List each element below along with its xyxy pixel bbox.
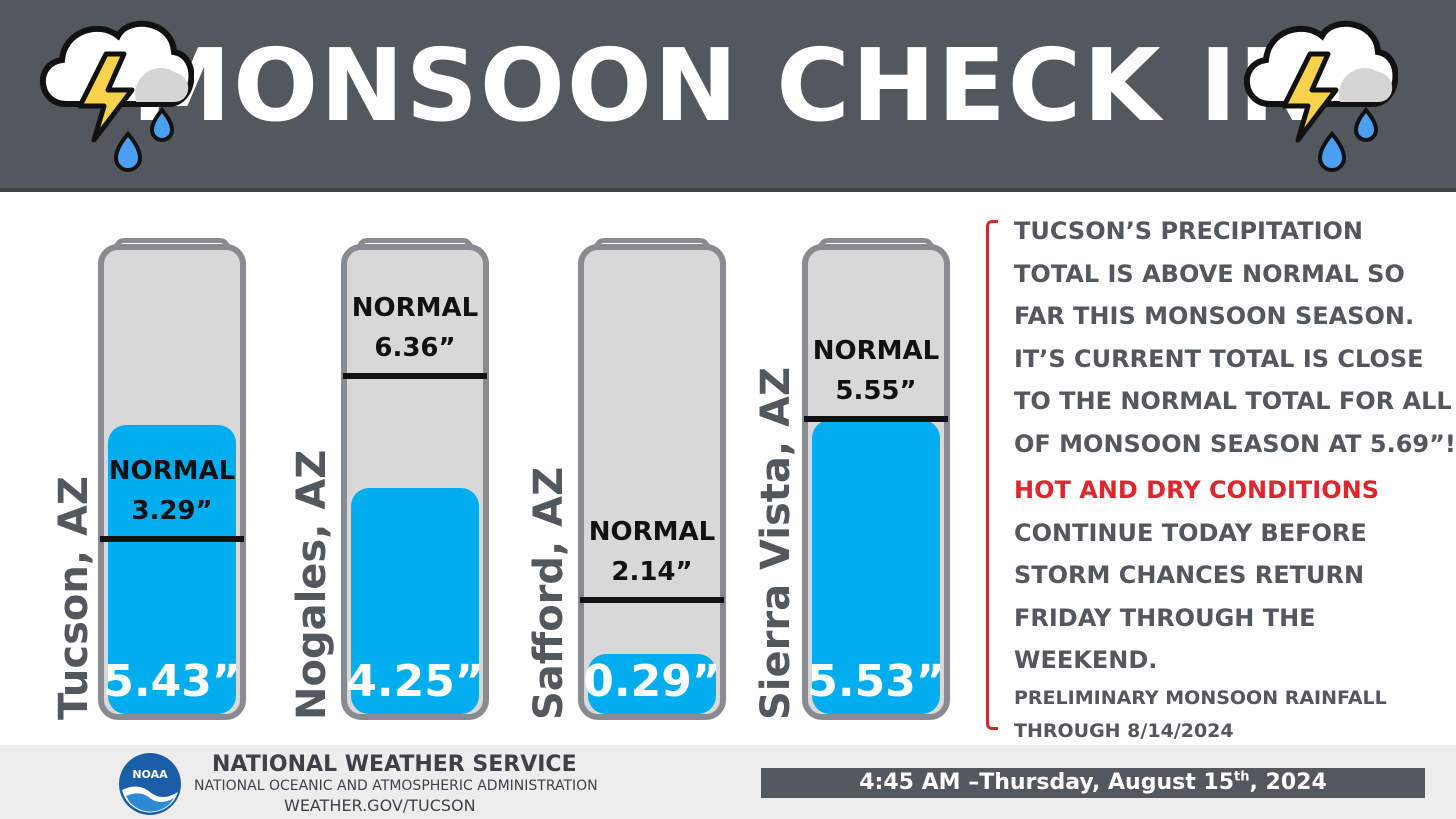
header-banner: [0, 0, 1456, 192]
noaa-agency: NATIONAL OCEANIC AND ATMOSPHERIC ADMINIS…: [194, 778, 598, 794]
preliminary-note: PRELIMINARY MONSOON RAINFALL: [1014, 686, 1387, 709]
station-label: Sierra Vista, AZ: [753, 367, 799, 720]
date-year: , 2024: [1249, 770, 1327, 795]
normal-line: [580, 597, 724, 604]
station-label: Tucson, AZ: [51, 476, 97, 720]
rainfall-bar: [588, 654, 716, 714]
station-label: Nogales, AZ: [289, 449, 335, 720]
page-title: MONSOON CHECK IN: [131, 27, 1325, 144]
rainfall-bar: [108, 425, 236, 714]
normal-value: 6.36”: [374, 332, 456, 363]
nws-url: WEATHER.GOV/TUCSON: [284, 796, 476, 815]
normal-value-label: NORMAL 2.14”: [568, 512, 736, 592]
side-line: WEEKEND.: [1014, 646, 1158, 674]
noaa-logo-text: NOAA: [132, 768, 168, 781]
side-text: TUCSON’S PRECIPITATION TOTAL IS ABOVE NO…: [1014, 210, 1456, 748]
rainfall-chart: 5.43” NORMAL 3.29” Tucson, AZ 4.25” NORMAL 6.3…: [0, 200, 980, 740]
station-label: Safford, AZ: [526, 466, 572, 720]
rainfall-value-label: 5.53”: [807, 656, 945, 707]
date-ordinal: th: [1234, 769, 1250, 785]
normal-value: 3.29”: [131, 495, 213, 526]
normal-line: [100, 535, 244, 542]
rainfall-bar: [351, 487, 479, 714]
side-line: FRIDAY THROUGH THE: [1014, 603, 1316, 632]
rainfall-bar: [812, 419, 940, 714]
noaa-logo: NOAA: [119, 753, 181, 815]
rainfall-value-label: 5.43”: [103, 656, 241, 707]
normal-value-label: NORMAL 5.55”: [792, 331, 960, 411]
hot-dry-headline: HOT AND DRY CONDITIONS: [1014, 476, 1380, 504]
rainfall-value-label: 4.25”: [346, 656, 484, 707]
side-line: IT’S CURRENT TOTAL IS CLOSE: [1014, 344, 1424, 373]
gauge-tube: [578, 244, 726, 720]
preliminary-note-date: THROUGH 8/14/2024: [1014, 719, 1234, 742]
side-line: FAR THIS MONSOON SEASON.: [1014, 302, 1415, 330]
normal-value: 5.55”: [835, 375, 917, 406]
date-prefix: 4:45 AM –Thursday, August 15: [859, 770, 1235, 795]
normal-value: 2.14”: [611, 557, 693, 588]
normal-label: NORMAL: [108, 455, 236, 486]
side-line: STORM CHANCES RETURN: [1014, 561, 1365, 589]
normal-value-label: NORMAL 3.29”: [88, 451, 256, 531]
normal-label: NORMAL: [351, 292, 479, 323]
date-bar: 4:45 AM –Thursday, August 15th, 2024: [761, 768, 1425, 798]
side-line: TUCSON’S PRECIPITATION: [1014, 217, 1363, 245]
side-text-bracket: [986, 220, 998, 730]
normal-line: [343, 372, 487, 379]
normal-value-label: NORMAL 6.36”: [331, 288, 499, 368]
side-line: OF MONSOON SEASON AT 5.69”!: [1014, 429, 1456, 458]
normal-label: NORMAL: [588, 517, 716, 548]
side-line: TO THE NORMAL TOTAL FOR ALL: [1014, 387, 1452, 415]
side-line: CONTINUE TODAY BEFORE: [1014, 518, 1367, 547]
thunderstorm-cloud-icon: [40, 20, 194, 172]
normal-line: [804, 415, 948, 422]
side-line: TOTAL IS ABOVE NORMAL SO: [1014, 259, 1405, 288]
nws-title: NATIONAL WEATHER SERVICE: [212, 752, 577, 777]
thunderstorm-cloud-icon-right: [1244, 20, 1398, 172]
rainfall-value-label: 0.29”: [583, 656, 721, 707]
normal-label: NORMAL: [812, 335, 940, 366]
